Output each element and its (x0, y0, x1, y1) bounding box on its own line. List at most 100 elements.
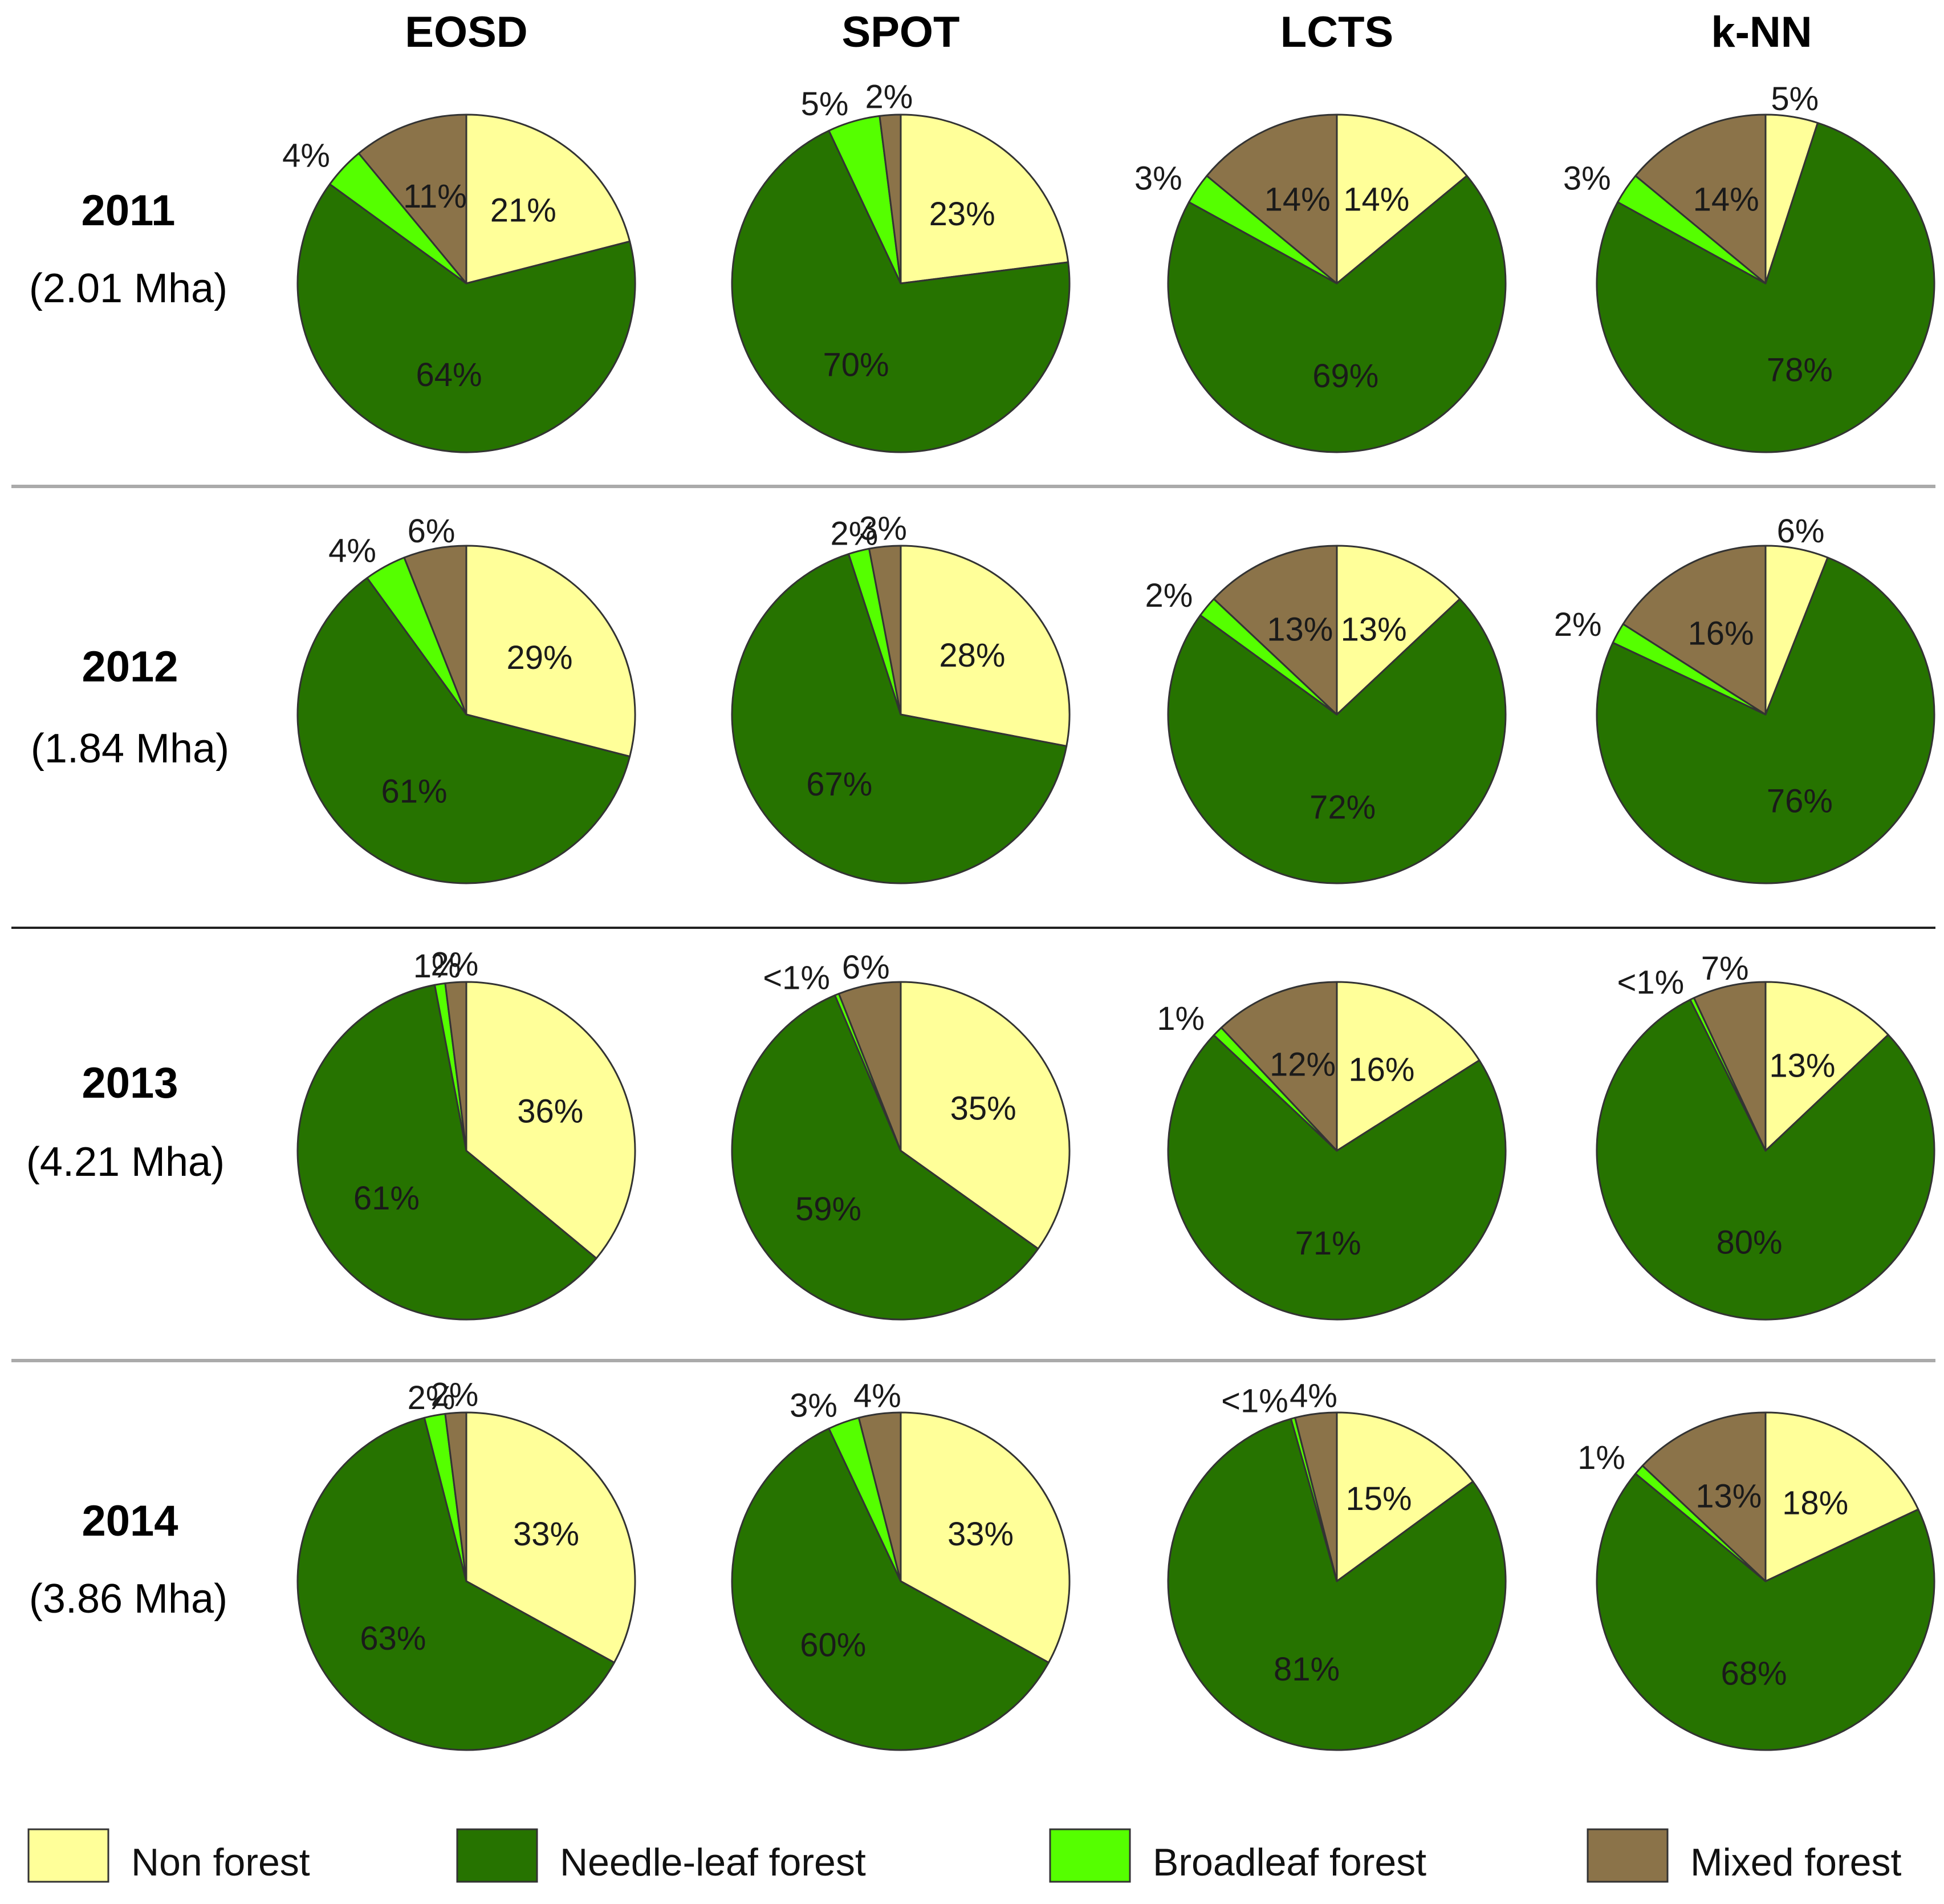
pie-spot-2011: 23% 70% 5% 2% (731, 79, 1071, 453)
slice-mixed-forest (1220, 981, 1338, 1152)
slice-label-broadleaf-forest: 4% (328, 533, 376, 570)
slice-label-needle-leaf-forest: 71% (1295, 1225, 1361, 1262)
slice-mixed-forest (1213, 545, 1338, 716)
slice-needle-leaf-forest (296, 1416, 615, 1751)
slice-label-broadleaf-forest: 3% (1134, 160, 1182, 197)
slice-non-forest (1764, 1411, 1919, 1582)
slice-mixed-forest (357, 113, 467, 285)
pie-eosd-2011: 21% 64% 4% 11% (282, 113, 636, 453)
slice-mixed-forest (444, 981, 467, 1152)
slice-non-forest (900, 113, 1069, 285)
pie-lcts-2011: 14% 69% 3% 14% (1134, 113, 1507, 453)
row-year-2011: 2011 (82, 186, 176, 235)
slice-label-needle-leaf-forest: 67% (806, 766, 872, 803)
slice-non-forest (900, 545, 1071, 747)
slice-needle-leaf-forest (731, 1427, 1050, 1751)
slice-label-needle-leaf-forest: 69% (1312, 358, 1378, 395)
slice-label-non-forest: 35% (950, 1090, 1016, 1127)
slice-label-non-forest: 13% (1341, 611, 1407, 648)
slice-needle-leaf-forest (1167, 598, 1507, 884)
slice-label-non-forest: 28% (939, 637, 1005, 674)
slice-needle-leaf-forest (296, 984, 597, 1321)
slice-label-broadleaf-forest: 3% (790, 1387, 837, 1424)
slice-label-mixed-forest: 6% (408, 513, 456, 550)
slice-label-non-forest: 13% (1769, 1048, 1835, 1085)
slice-needle-leaf-forest (1167, 174, 1507, 453)
slice-label-broadleaf-forest: <1% (763, 959, 830, 996)
pie-eosd-2012: 29% 61% 4% 6% (296, 513, 636, 884)
slice-label-needle-leaf-forest: 78% (1767, 351, 1833, 388)
legend-swatch-non-forest (27, 1828, 109, 1883)
slice-non-forest (1336, 981, 1481, 1152)
slice-mixed-forest (1294, 1411, 1338, 1582)
slice-mixed-forest (1641, 1411, 1767, 1582)
legend-item-mixed-forest: Mixed forest (1587, 1828, 1901, 1884)
pie-k-nn-2012: 6% 76% 2% 16% (1554, 513, 1935, 884)
slice-label-mixed-forest: 4% (1290, 1378, 1337, 1415)
slice-label-needle-leaf-forest: 63% (360, 1620, 426, 1657)
legend-label-non-forest: Non forest (131, 1841, 310, 1884)
pie-k-nn-2014: 18% 68% 1% 13% (1577, 1411, 1935, 1751)
slice-label-mixed-forest: 11% (403, 178, 467, 215)
slice-label-non-forest: 23% (929, 196, 995, 233)
legend-label-needle-leaf-forest: Needle-leaf forest (560, 1841, 866, 1884)
slice-non-forest (1764, 981, 1889, 1152)
row-area-2014: (3.86 Mha) (29, 1576, 227, 1622)
row-area-2011: (2.01 Mha) (29, 266, 227, 311)
slice-needle-leaf-forest (731, 994, 1039, 1321)
slice-label-broadleaf-forest: 2% (830, 515, 878, 552)
slice-label-needle-leaf-forest: 70% (823, 347, 889, 384)
slice-label-non-forest: 14% (1343, 181, 1409, 218)
slice-label-non-forest: 16% (1348, 1051, 1414, 1088)
slice-needle-leaf-forest (1596, 121, 1935, 453)
slice-label-broadleaf-forest: 4% (282, 137, 330, 174)
slice-non-forest (1336, 113, 1468, 285)
pie-lcts-2013: 16% 71% 1% 12% (1157, 981, 1507, 1321)
slice-non-forest (900, 981, 1071, 1250)
slice-label-broadleaf-forest: 1% (413, 948, 461, 985)
slice-label-non-forest: 18% (1782, 1485, 1848, 1522)
slice-label-mixed-forest: 16% (1688, 615, 1754, 652)
column-titles: EOSD SPOT LCTS k-NN (405, 8, 1812, 56)
slice-mixed-forest (857, 1411, 902, 1582)
legend: Non forest Needle-leaf forest Broadleaf fo… (27, 1828, 1901, 1884)
legend-label-mixed-forest: Mixed forest (1690, 1841, 1901, 1884)
slice-mixed-forest (1693, 981, 1767, 1152)
pie-lcts-2012: 13% 72% 2% 13% (1145, 545, 1507, 884)
legend-label-broadleaf-forest: Broadleaf forest (1153, 1841, 1426, 1884)
slice-label-mixed-forest: 6% (842, 949, 890, 986)
row-year-2013: 2013 (82, 1059, 178, 1107)
slice-needle-leaf-forest (731, 129, 1071, 453)
slice-non-forest (465, 545, 636, 758)
slice-label-mixed-forest: 3% (859, 510, 907, 547)
slice-needle-leaf-forest (1596, 998, 1935, 1321)
pie-spot-2014: 33% 60% 3% 4% (731, 1378, 1071, 1751)
slice-needle-leaf-forest (296, 183, 636, 453)
slice-mixed-forest (403, 545, 467, 716)
slice-non-forest (465, 981, 636, 1260)
legend-swatch-needle-leaf-forest (456, 1828, 538, 1883)
legend-swatch-mixed-forest (1587, 1828, 1669, 1883)
slice-needle-leaf-forest (1167, 1034, 1507, 1321)
slice-mixed-forest (868, 545, 902, 716)
slice-label-needle-leaf-forest: 81% (1274, 1651, 1340, 1688)
pie-k-nn-2011: 5% 78% 3% 14% (1563, 80, 1935, 453)
slice-needle-leaf-forest (731, 553, 1068, 884)
slice-non-forest (1336, 545, 1461, 716)
slice-mixed-forest (1206, 113, 1338, 285)
slice-label-broadleaf-forest: 5% (801, 86, 849, 123)
slice-label-non-forest: 5% (1771, 80, 1819, 117)
slice-label-needle-leaf-forest: 61% (353, 1180, 420, 1217)
slice-label-non-forest: 36% (517, 1093, 583, 1130)
slice-label-non-forest: 29% (507, 639, 573, 676)
slice-label-broadleaf-forest: 3% (1563, 160, 1611, 197)
slice-needle-leaf-forest (1596, 557, 1935, 884)
pie-k-nn-2013: 13% 80% <1% 7% (1596, 950, 1935, 1321)
column-title-eosd: EOSD (405, 8, 527, 56)
pie-charts: 21%64%4%11% 23%70%5% 2%14%69%3%14%5%78%3%1… (282, 79, 1935, 1751)
slice-mixed-forest (1634, 113, 1767, 285)
slice-mixed-forest (879, 113, 902, 285)
slice-non-forest (465, 113, 631, 285)
pie-eosd-2014: 33% 63% 2%2% (296, 1377, 636, 1751)
slice-label-non-forest: 33% (513, 1516, 579, 1553)
